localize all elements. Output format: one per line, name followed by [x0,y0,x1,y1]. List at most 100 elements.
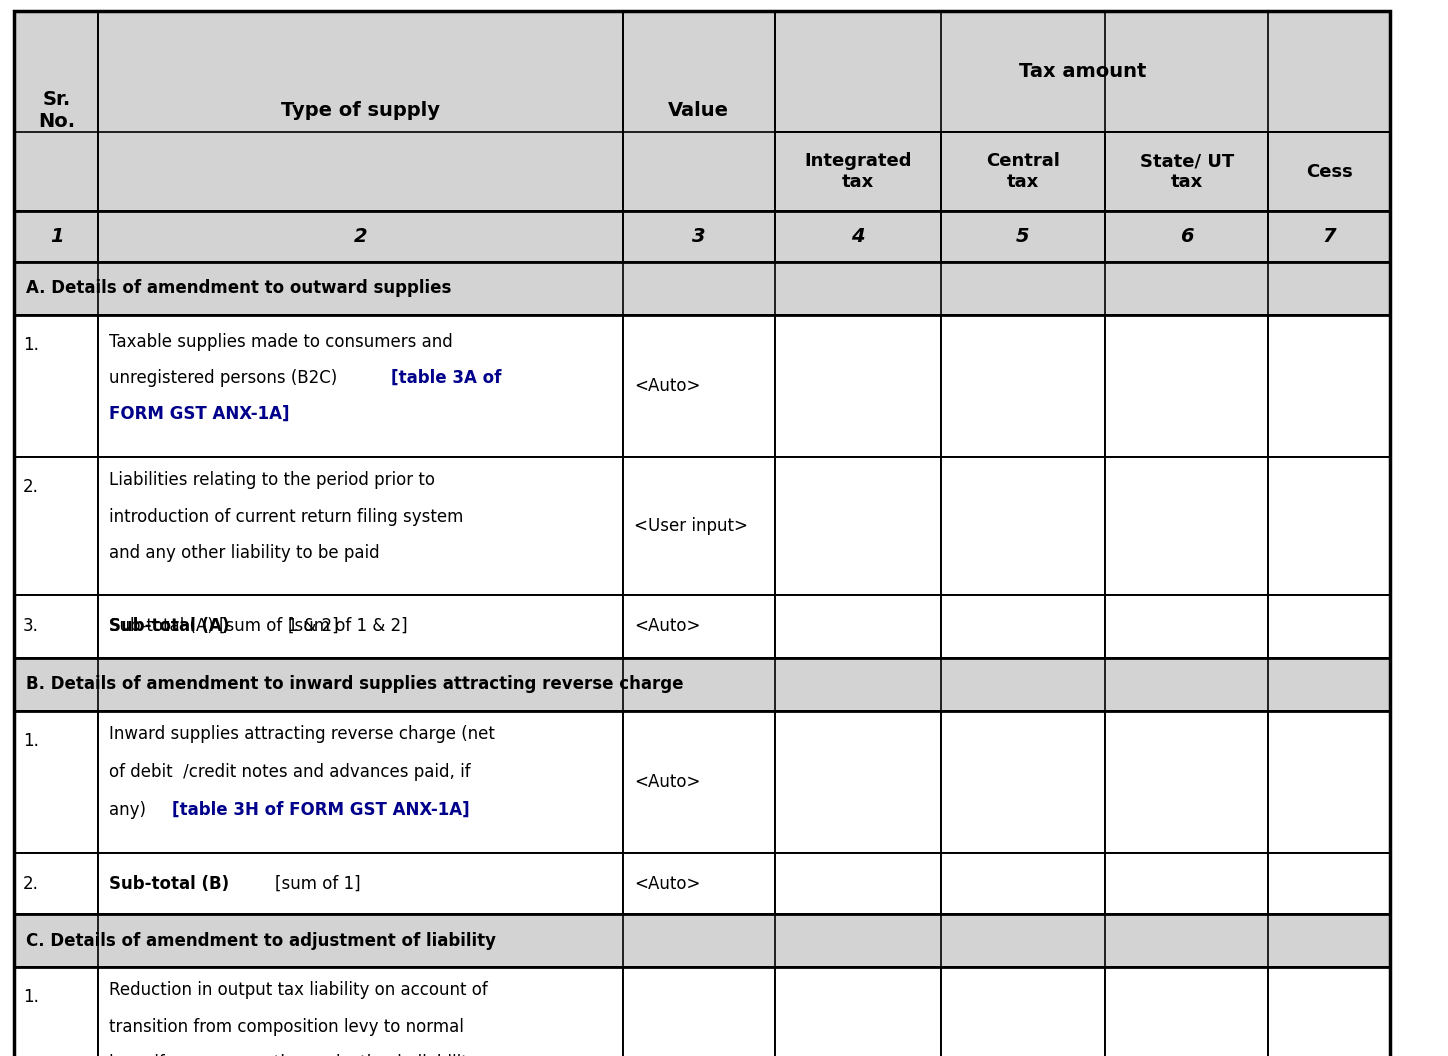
Text: Type of supply: Type of supply [281,101,440,120]
Text: 4: 4 [851,227,864,246]
Bar [1268,711,1390,853]
Bar [98,853,623,914]
Bar [775,967,941,1056]
Bar [14,658,1390,711]
Bar [14,595,98,658]
Bar [1105,315,1268,457]
Text: levy, if any or any other reduction in liability: levy, if any or any other reduction in l… [109,1054,478,1056]
Bar [98,711,623,853]
Bar [775,132,941,211]
Bar [623,315,775,457]
Bar [14,711,98,853]
Text: [table 3H of FORM GST ANX-1A]: [table 3H of FORM GST ANX-1A] [172,800,471,818]
Text: introduction of current return filing system: introduction of current return filing sy… [109,508,463,526]
Bar [1268,457,1390,595]
Bar [775,211,941,262]
Text: and any other liability to be paid: and any other liability to be paid [109,544,379,562]
Text: <Auto>: <Auto> [634,773,701,791]
Bar [775,11,1390,132]
Bar [623,595,775,658]
Text: 6: 6 [1180,227,1193,246]
Bar [1105,711,1268,853]
Bar [623,211,775,262]
Bar [1268,211,1390,262]
Bar [98,211,623,262]
Bar [1105,211,1268,262]
Bar [98,595,623,658]
Bar [1268,853,1390,914]
Text: Value: Value [668,101,730,120]
Text: 2: 2 [353,227,368,246]
Bar [775,315,941,457]
Bar [98,11,623,211]
Text: <Auto>: <Auto> [634,617,701,636]
Text: 1.: 1. [23,336,39,354]
Bar [623,853,775,914]
Text: A. Details of amendment to outward supplies: A. Details of amendment to outward suppl… [26,279,452,298]
Bar [14,315,98,457]
Text: 1: 1 [49,227,64,246]
Text: Sr.
No.: Sr. No. [38,91,75,131]
Bar [1268,967,1390,1056]
Text: [sum of 1 & 2]: [sum of 1 & 2] [288,617,408,636]
Text: 1.: 1. [23,732,39,750]
Bar [14,211,98,262]
Text: 2.: 2. [23,874,39,893]
Text: Cess: Cess [1306,163,1352,181]
Text: 5: 5 [1016,227,1030,246]
Bar [775,595,941,658]
Bar [775,853,941,914]
Text: [table 3A of: [table 3A of [391,369,501,386]
Text: 2.: 2. [23,477,39,496]
Text: Liabilities relating to the period prior to: Liabilities relating to the period prior… [109,471,434,489]
Bar [14,457,98,595]
Bar [1105,132,1268,211]
Bar [14,262,1390,315]
Bar [1105,967,1268,1056]
Bar [941,457,1105,595]
Bar [775,711,941,853]
Bar [98,967,623,1056]
Text: Sub-total (A) [sum of 1 & 2]: Sub-total (A) [sum of 1 & 2] [109,617,339,636]
Text: Tax amount: Tax amount [1019,62,1145,80]
Bar [941,315,1105,457]
Bar [623,11,775,211]
Text: FORM GST ANX-1A]: FORM GST ANX-1A] [109,404,290,422]
Text: 7: 7 [1322,227,1337,246]
Bar [98,315,623,457]
Text: <User input>: <User input> [634,516,749,535]
Text: <Auto>: <Auto> [634,874,701,893]
Text: Inward supplies attracting reverse charge (net: Inward supplies attracting reverse charg… [109,725,494,743]
Bar [1268,595,1390,658]
Text: Sub-total (A): Sub-total (A) [109,617,235,636]
Text: any): any) [109,800,151,818]
Bar [941,211,1105,262]
Text: State/ UT
tax: State/ UT tax [1140,152,1234,191]
Text: [sum of 1]: [sum of 1] [275,874,361,893]
Bar [941,967,1105,1056]
Bar [1268,315,1390,457]
Bar [14,914,1390,967]
Bar [775,457,941,595]
Text: <Auto>: <Auto> [634,377,701,395]
Text: 3.: 3. [23,617,39,636]
Text: 3: 3 [692,227,705,246]
Text: Integrated
tax: Integrated tax [804,152,912,191]
Text: transition from composition levy to normal: transition from composition levy to norm… [109,1018,463,1036]
Text: of debit  /credit notes and advances paid, if: of debit /credit notes and advances paid… [109,763,471,781]
Text: C. Details of amendment to adjustment of liability: C. Details of amendment to adjustment of… [26,931,497,950]
Bar [941,711,1105,853]
Bar [941,132,1105,211]
Bar [1268,132,1390,211]
Bar [14,11,98,211]
Bar [1105,457,1268,595]
Bar [623,711,775,853]
Bar [941,853,1105,914]
Text: unregistered persons (B2C): unregistered persons (B2C) [109,369,342,386]
Text: Central
tax: Central tax [986,152,1060,191]
Text: B. Details of amendment to inward supplies attracting reverse charge: B. Details of amendment to inward suppli… [26,675,683,694]
Text: Reduction in output tax liability on account of: Reduction in output tax liability on acc… [109,981,488,999]
Bar [623,967,775,1056]
Bar [98,457,623,595]
Text: Taxable supplies made to consumers and: Taxable supplies made to consumers and [109,334,452,352]
